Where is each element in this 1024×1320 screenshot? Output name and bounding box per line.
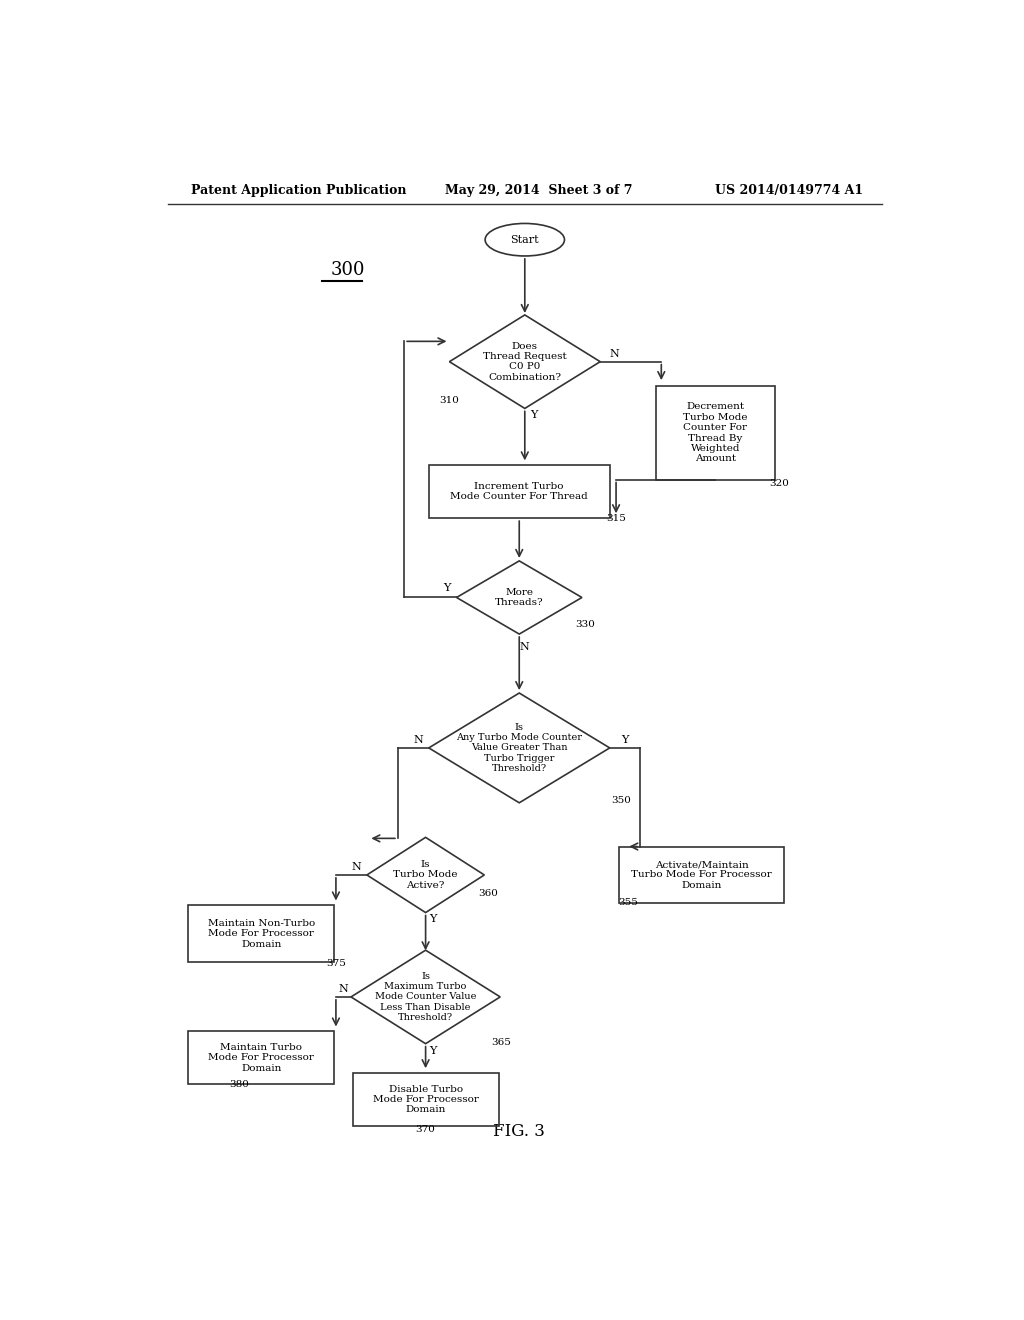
Text: Y: Y bbox=[430, 1045, 437, 1056]
Text: Disable Turbo
Mode For Processor
Domain: Disable Turbo Mode For Processor Domain bbox=[373, 1085, 478, 1114]
Text: N: N bbox=[520, 643, 529, 652]
Text: 355: 355 bbox=[618, 898, 638, 907]
Text: Increment Turbo
Mode Counter For Thread: Increment Turbo Mode Counter For Thread bbox=[451, 482, 588, 502]
Text: Patent Application Publication: Patent Application Publication bbox=[191, 183, 407, 197]
Text: 315: 315 bbox=[606, 513, 626, 523]
Text: N: N bbox=[338, 983, 348, 994]
Text: More
Threads?: More Threads? bbox=[495, 587, 544, 607]
Text: Y: Y bbox=[530, 409, 538, 420]
Text: 350: 350 bbox=[611, 796, 632, 805]
Text: 320: 320 bbox=[769, 479, 788, 488]
Text: Decrement
Turbo Mode
Counter For
Thread By
Weighted
Amount: Decrement Turbo Mode Counter For Thread … bbox=[683, 403, 748, 463]
Text: Y: Y bbox=[621, 735, 628, 744]
Text: 300: 300 bbox=[331, 261, 365, 280]
Text: 365: 365 bbox=[492, 1038, 511, 1047]
Text: 380: 380 bbox=[229, 1080, 249, 1089]
Text: Is
Any Turbo Mode Counter
Value Greater Than
Turbo Trigger
Threshold?: Is Any Turbo Mode Counter Value Greater … bbox=[457, 722, 583, 774]
Text: 375: 375 bbox=[326, 958, 346, 968]
Text: 370: 370 bbox=[416, 1125, 435, 1134]
Text: N: N bbox=[609, 348, 620, 359]
Text: 310: 310 bbox=[439, 396, 460, 405]
Text: Maintain Turbo
Mode For Processor
Domain: Maintain Turbo Mode For Processor Domain bbox=[209, 1043, 314, 1073]
Text: Y: Y bbox=[443, 583, 451, 593]
Text: Is
Maximum Turbo
Mode Counter Value
Less Than Disable
Threshold?: Is Maximum Turbo Mode Counter Value Less… bbox=[375, 972, 476, 1022]
Text: Does
Thread Request
C0 P0
Combination?: Does Thread Request C0 P0 Combination? bbox=[483, 342, 566, 381]
Text: 330: 330 bbox=[575, 620, 595, 630]
Text: US 2014/0149774 A1: US 2014/0149774 A1 bbox=[715, 183, 863, 197]
Text: 360: 360 bbox=[478, 888, 499, 898]
Text: FIG. 3: FIG. 3 bbox=[494, 1123, 545, 1140]
Text: N: N bbox=[414, 735, 423, 744]
Text: May 29, 2014  Sheet 3 of 7: May 29, 2014 Sheet 3 of 7 bbox=[445, 183, 633, 197]
Text: Is
Turbo Mode
Active?: Is Turbo Mode Active? bbox=[393, 861, 458, 890]
Text: Start: Start bbox=[511, 235, 539, 244]
Text: Y: Y bbox=[430, 913, 437, 924]
Text: Maintain Non-Turbo
Mode For Processor
Domain: Maintain Non-Turbo Mode For Processor Do… bbox=[208, 919, 315, 949]
Text: Activate/Maintain
Turbo Mode For Processor
Domain: Activate/Maintain Turbo Mode For Process… bbox=[632, 861, 772, 890]
Text: N: N bbox=[351, 862, 361, 871]
